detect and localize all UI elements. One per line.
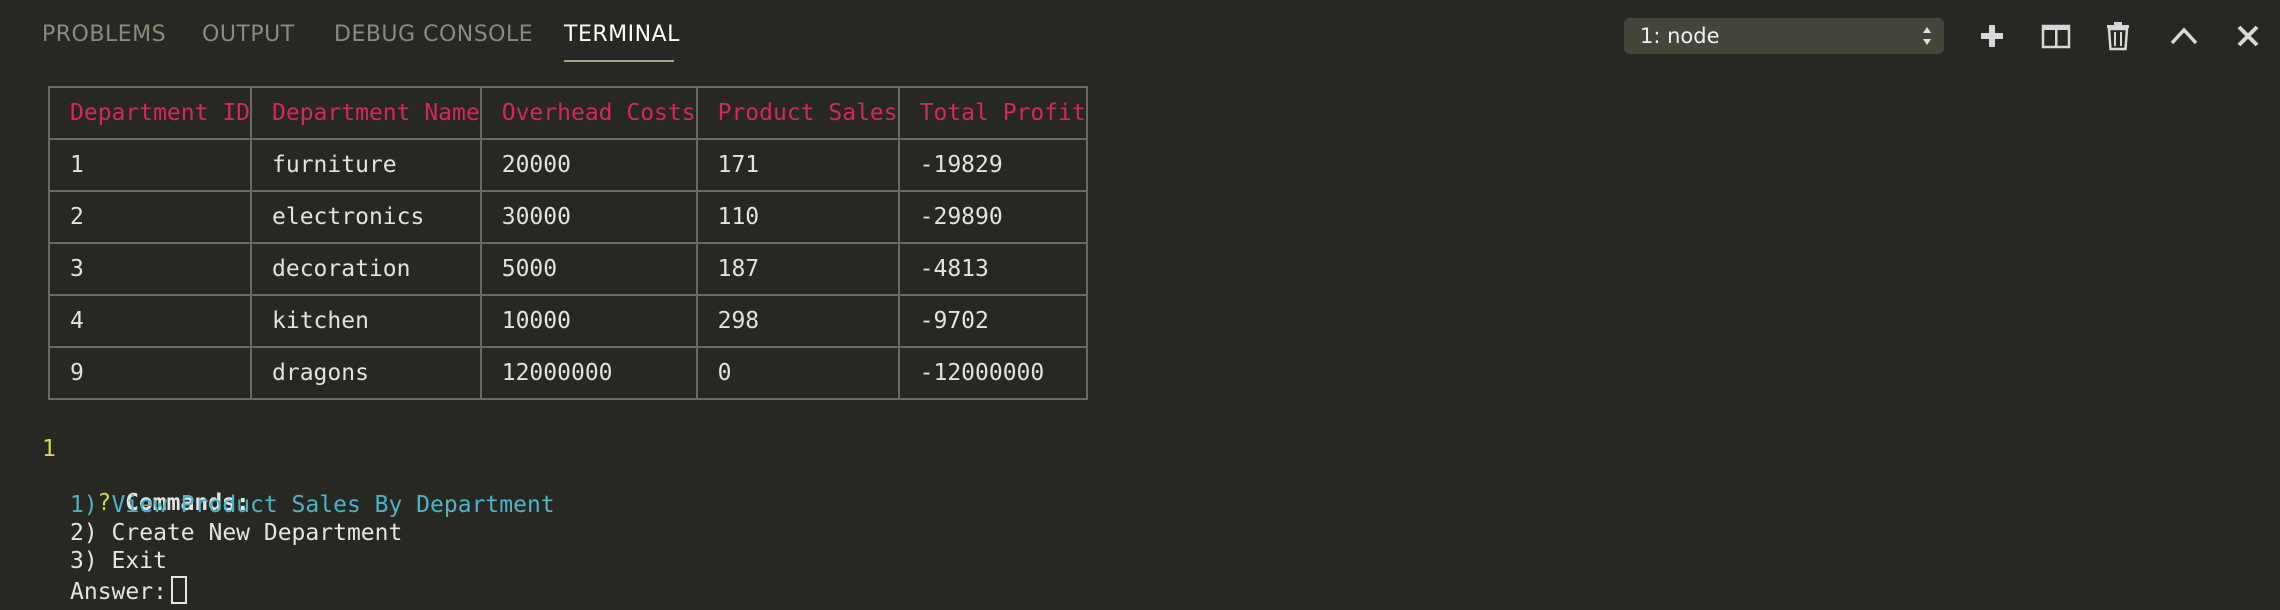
table-cell: decoration <box>250 242 482 296</box>
table-cell: dragons <box>250 346 482 400</box>
chevron-up-icon[interactable] <box>2166 18 2202 54</box>
table-cell: 5000 <box>479 242 698 296</box>
terminal-select[interactable]: 1: node <box>1624 18 1944 54</box>
column-header: Product Sales <box>695 86 900 140</box>
tab-debug-console[interactable]: DEBUG CONSOLE <box>334 22 534 47</box>
table-cell: -29890 <box>897 190 1088 244</box>
prompt-question-mark: ? <box>97 490 112 516</box>
menu-option-selected[interactable]: 1) View Product Sales By Department <box>70 492 555 518</box>
table-cell: 20000 <box>479 138 698 192</box>
table-row: 4 kitchen 10000 298 -9702 <box>47 294 1088 348</box>
prompt-line: ? Commands: <box>42 464 250 542</box>
table-row: 2 electronics 30000 110 -29890 <box>47 190 1088 244</box>
column-header: Department Name <box>250 86 482 140</box>
plus-icon[interactable] <box>1974 18 2010 54</box>
select-arrows-icon <box>1923 27 1931 45</box>
tab-output[interactable]: OUTPUT <box>202 22 295 47</box>
tab-problems[interactable]: PROBLEMS <box>42 22 167 47</box>
close-icon[interactable] <box>2230 18 2266 54</box>
table-cell: 12000000 <box>479 346 698 400</box>
answer-label: Answer: <box>70 579 167 605</box>
table-row: 3 decoration 5000 187 -4813 <box>47 242 1088 296</box>
trash-icon[interactable] <box>2100 18 2136 54</box>
split-icon[interactable] <box>2038 18 2074 54</box>
active-tab-indicator <box>564 60 674 62</box>
table-cell: 298 <box>695 294 900 348</box>
departments-table: Department ID Department Name Overhead C… <box>47 86 1088 400</box>
table-cell: -19829 <box>897 138 1088 192</box>
table-cell: -9702 <box>897 294 1088 348</box>
table-cell: 110 <box>695 190 900 244</box>
column-header: Department ID <box>47 86 253 140</box>
table-row: 1 furniture 20000 171 -19829 <box>47 138 1088 192</box>
table-cell: furniture <box>250 138 482 192</box>
table-cell: 0 <box>695 346 900 400</box>
table-cell: -12000000 <box>897 346 1088 400</box>
input-echo: 1 <box>42 436 56 462</box>
column-header: Total Profit <box>897 86 1088 140</box>
table-row: 9 dragons 12000000 0 -12000000 <box>47 346 1088 400</box>
menu-option[interactable]: 3) Exit <box>70 548 167 574</box>
table-header-row: Department ID Department Name Overhead C… <box>47 86 1088 140</box>
table-cell: kitchen <box>250 294 482 348</box>
table-cell: 4 <box>47 294 253 348</box>
table-cell: 1 <box>47 138 253 192</box>
table-cell: 30000 <box>479 190 698 244</box>
table-cell: 3 <box>47 242 253 296</box>
tab-terminal[interactable]: TERMINAL <box>564 22 680 47</box>
answer-line[interactable]: Answer: <box>70 576 187 605</box>
panel-header: PROBLEMS OUTPUT DEBUG CONSOLE TERMINAL 1… <box>0 0 2280 72</box>
column-header: Overhead Costs <box>479 86 698 140</box>
table-cell: -4813 <box>897 242 1088 296</box>
table-cell: 171 <box>695 138 900 192</box>
table-cell: 187 <box>695 242 900 296</box>
table-cell: electronics <box>250 190 482 244</box>
prompt-label: Commands: <box>125 490 250 516</box>
table-cell: 2 <box>47 190 253 244</box>
terminal-cursor <box>170 576 187 604</box>
table-cell: 10000 <box>479 294 698 348</box>
menu-option[interactable]: 2) Create New Department <box>70 520 403 546</box>
terminal-select-value: 1: node <box>1640 24 1720 48</box>
table-cell: 9 <box>47 346 253 400</box>
